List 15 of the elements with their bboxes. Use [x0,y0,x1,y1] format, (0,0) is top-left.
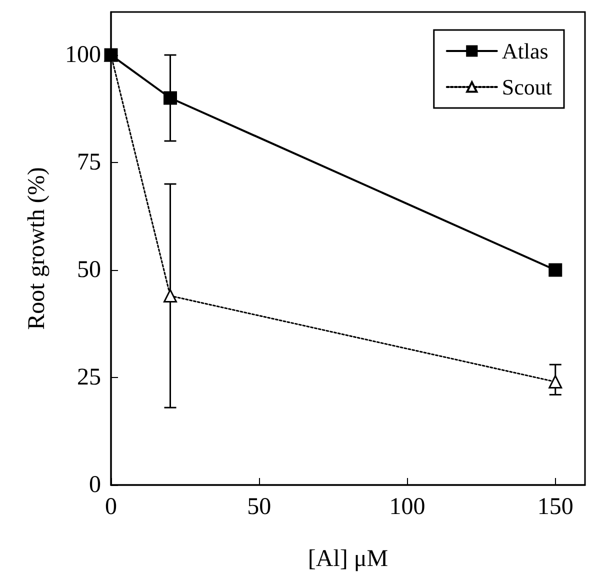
legend-label: Scout [502,74,552,100]
x-axis-title: [Al] μM [308,546,388,572]
point [548,263,562,277]
y-axis-title: Root growth (%) [24,167,50,330]
y-tick-label: 0 [89,472,101,498]
x-tick-label: 150 [537,494,574,520]
point [164,91,177,105]
y-tick-label: 75 [77,150,101,176]
y-tick-label: 50 [77,257,101,283]
y-tick-label: 25 [77,364,101,390]
y-tick-label: 100 [65,42,101,68]
legend-label: Atlas [502,38,548,64]
x-tick-label: 100 [389,494,426,520]
x-tick-label: 50 [247,494,272,520]
x-tick-label: 0 [105,494,117,520]
